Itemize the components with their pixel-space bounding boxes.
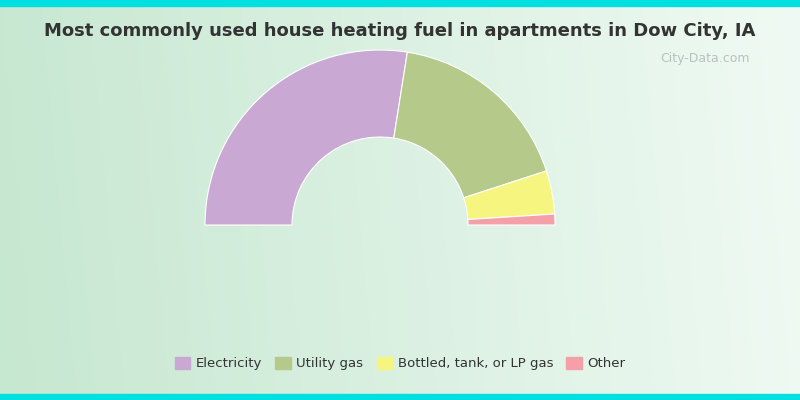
Legend: Electricity, Utility gas, Bottled, tank, or LP gas, Other: Electricity, Utility gas, Bottled, tank,… bbox=[170, 352, 630, 376]
Wedge shape bbox=[468, 214, 555, 225]
Wedge shape bbox=[394, 52, 546, 198]
Text: City-Data.com: City-Data.com bbox=[660, 52, 750, 65]
Wedge shape bbox=[205, 50, 407, 225]
Text: Most commonly used house heating fuel in apartments in Dow City, IA: Most commonly used house heating fuel in… bbox=[44, 22, 756, 40]
Wedge shape bbox=[464, 171, 554, 220]
